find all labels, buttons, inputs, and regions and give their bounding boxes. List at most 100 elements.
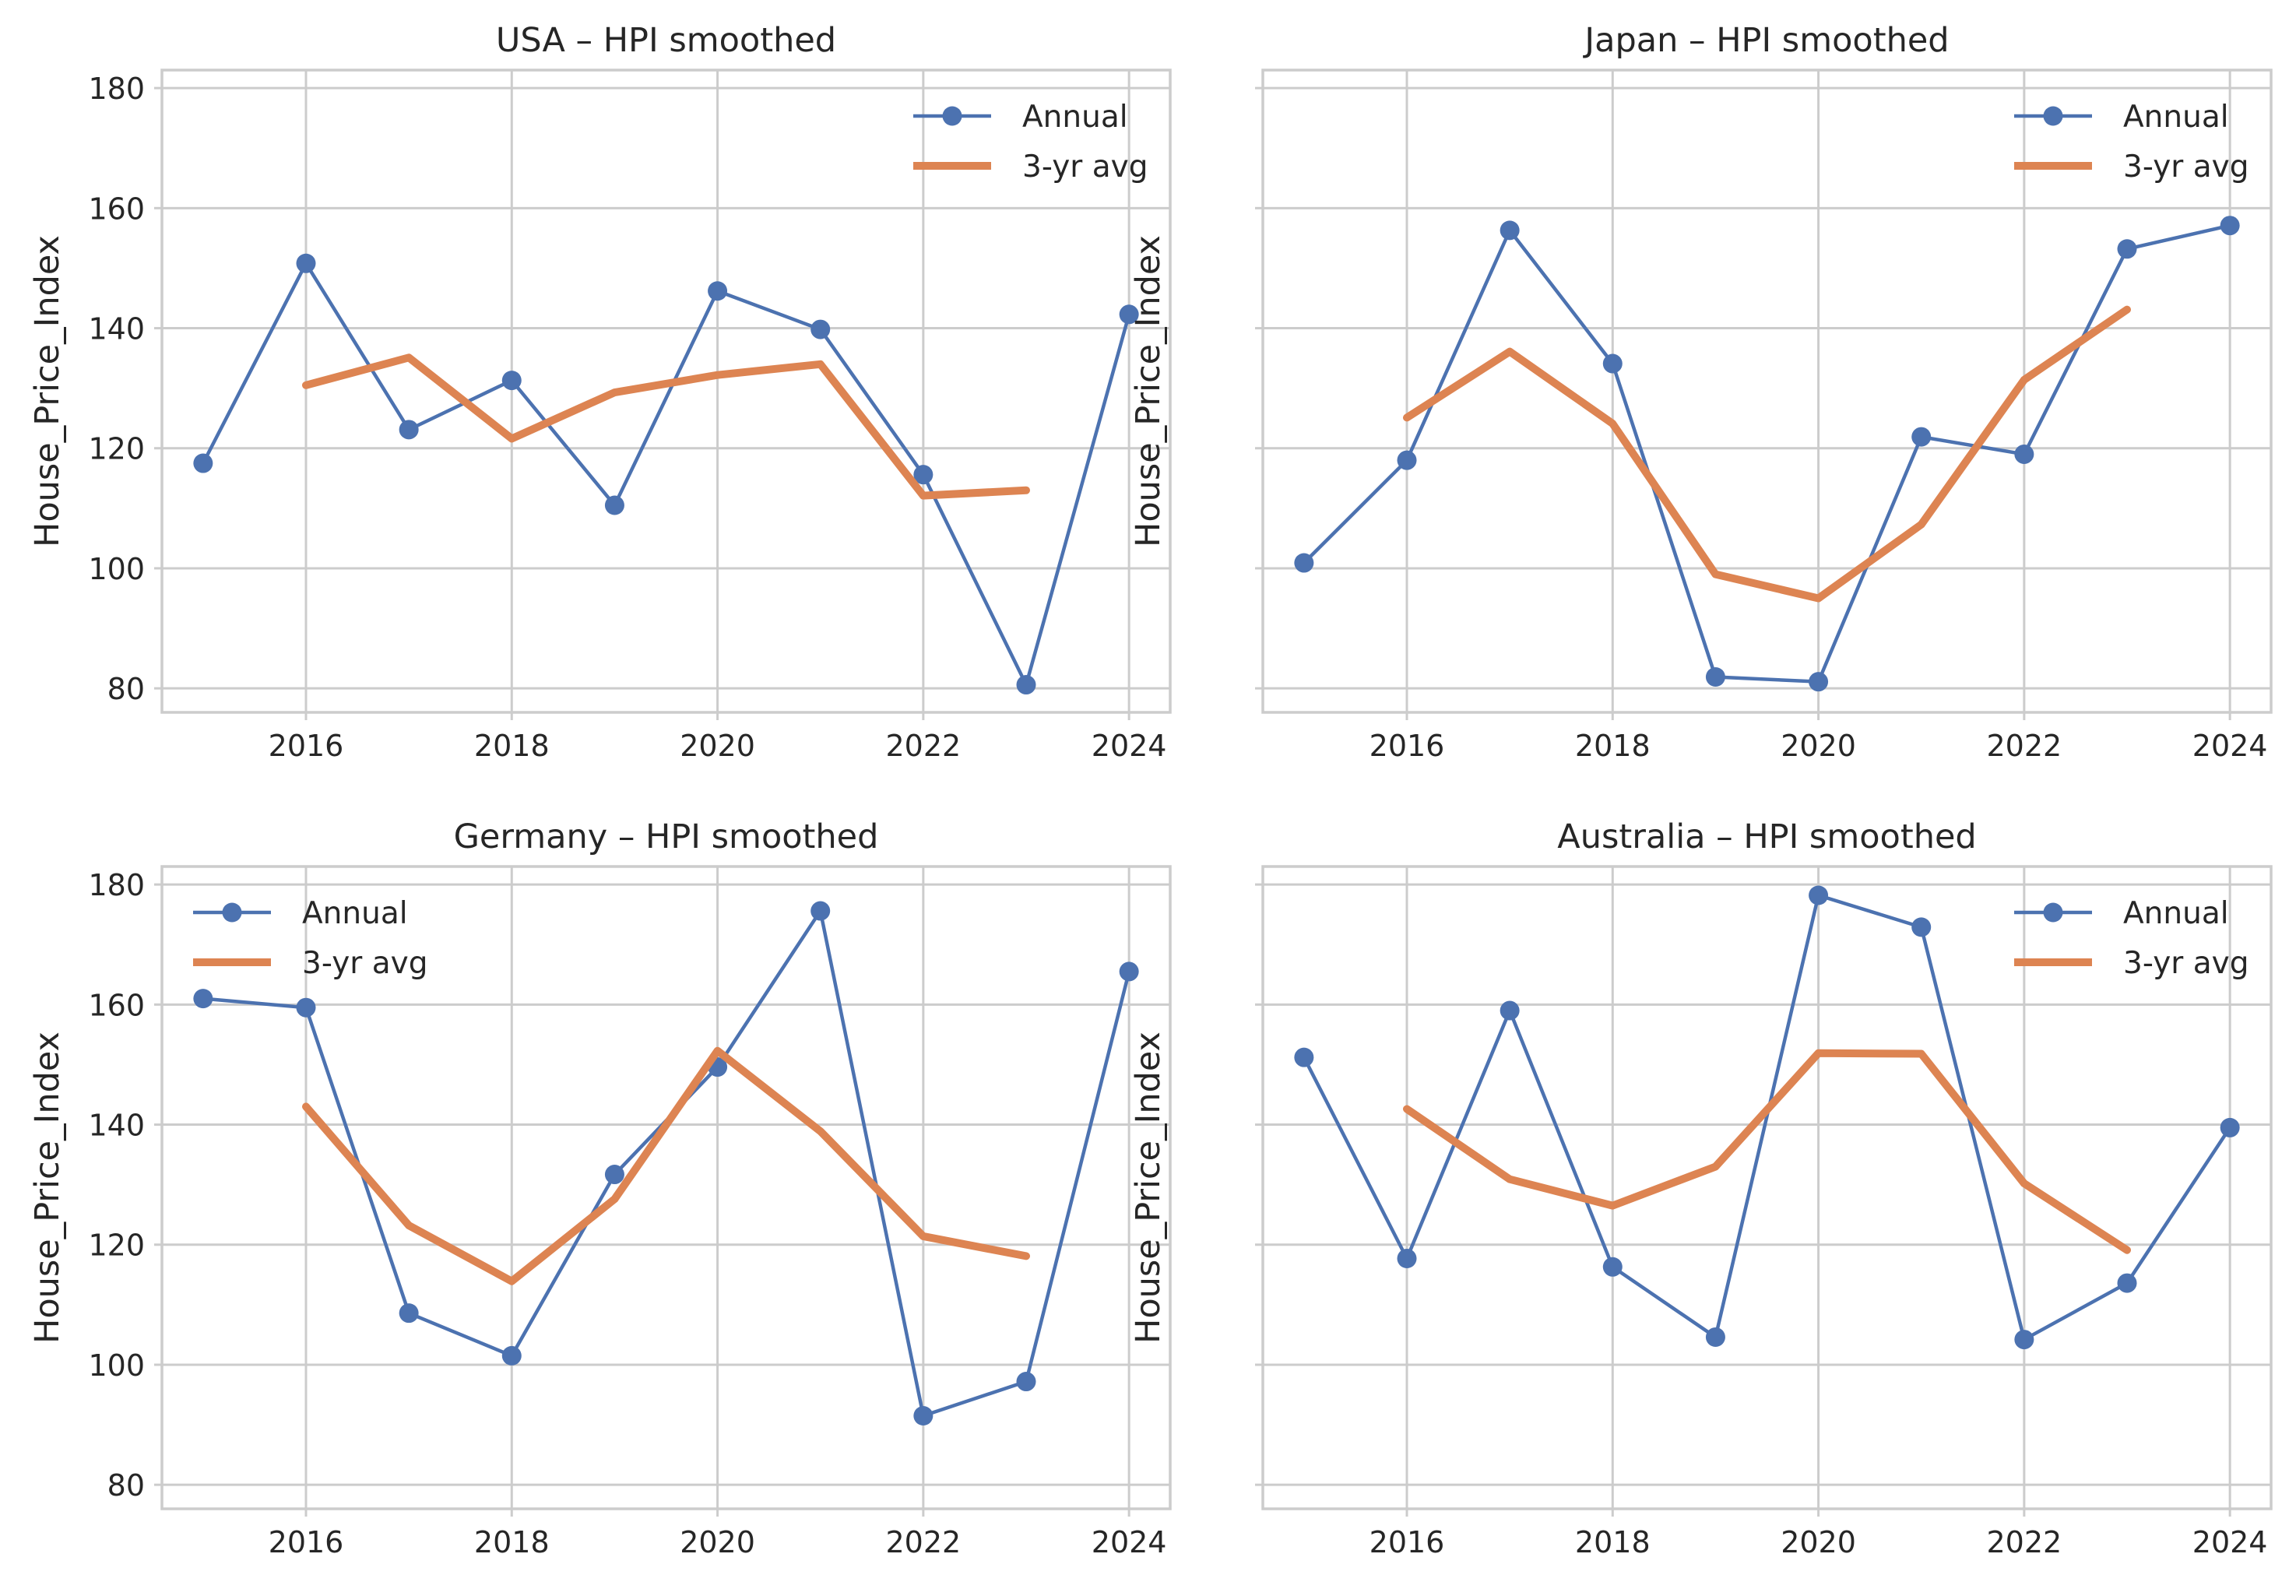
- x-tick-label: 2022: [885, 1525, 961, 1559]
- x-tick-label: 2022: [1986, 1525, 2062, 1559]
- x-tick-label: 2016: [1370, 729, 1445, 763]
- legend-annual-marker: [2043, 902, 2063, 923]
- annual-data-point: [1119, 961, 1139, 982]
- legend-label: Annual: [2123, 896, 2229, 931]
- y-tick-label: 160: [88, 192, 145, 226]
- legend-label: Annual: [302, 896, 408, 931]
- legend-annual-marker: [222, 902, 242, 923]
- legend-label: 3-yr avg: [2123, 149, 2249, 185]
- avg-series-line: [302, 353, 1030, 500]
- x-tick-label: 2016: [269, 1525, 344, 1559]
- y-axis-label: House_Price_Index: [1129, 1032, 1168, 1344]
- annual-data-point: [1397, 1248, 1417, 1268]
- legend-label: 3-yr avg: [2123, 946, 2249, 981]
- x-tick-label: 2016: [1370, 1525, 1445, 1559]
- x-tick-label: 2020: [680, 1525, 755, 1559]
- legend-annual-marker: [2043, 106, 2063, 126]
- y-axis-label: House_Price_Index: [28, 1032, 67, 1344]
- y-tick-label: 100: [88, 552, 145, 586]
- annual-series-line: [201, 262, 1131, 687]
- x-tick-label: 2022: [885, 729, 961, 763]
- annual-data-point: [1500, 1000, 1520, 1021]
- annual-series-line: [201, 909, 1131, 1418]
- legend: Annual 3-yr avg: [193, 896, 427, 981]
- annual-data-point: [1705, 1327, 1725, 1347]
- annual-data-point: [296, 253, 316, 273]
- chart-panel-1: 2016 2018 2020 2022 2024 80 100 120 140 160 180 USA…: [28, 21, 1172, 763]
- annual-data-point: [604, 495, 624, 515]
- x-tick-label: 2024: [2192, 1525, 2268, 1559]
- legend-label: Annual: [1022, 100, 1128, 135]
- annual-data-point: [1809, 672, 1829, 692]
- chart-title: USA – HPI smoothed: [496, 21, 836, 60]
- legend-label: Annual: [2123, 100, 2229, 135]
- legend: Annual 3-yr avg: [2014, 896, 2249, 981]
- chart-title: Germany – HPI smoothed: [454, 817, 879, 856]
- y-tick-label: 140: [88, 312, 145, 346]
- annual-data-point: [1119, 304, 1139, 325]
- plot-frame: [1261, 865, 2273, 1510]
- x-tick-label: 2022: [1986, 729, 2062, 763]
- x-tick-label: 2020: [680, 729, 755, 763]
- annual-data-point: [1602, 1257, 1623, 1277]
- legend: Annual 3-yr avg: [913, 100, 1148, 185]
- y-axis-label: House_Price_Index: [28, 235, 67, 547]
- annual-data-point: [708, 281, 728, 301]
- chart-panel-4: 2016 2018 2020 2022 2024 Australia – HPI smoo…: [1129, 817, 2273, 1559]
- annual-data-point: [501, 371, 522, 391]
- annual-data-point: [193, 453, 213, 473]
- chart-panel-3: 2016 2018 2020 2022 2024 80 100 120 140 160 180 Ger…: [28, 817, 1172, 1559]
- chart-panel-2: 2016 2018 2020 2022 2024 Japan – HPI smoothed…: [1129, 21, 2273, 763]
- y-tick-label: 180: [88, 72, 145, 106]
- annual-data-point: [1500, 220, 1520, 241]
- y-tick-label: 180: [88, 868, 145, 902]
- annual-data-point: [1016, 675, 1036, 695]
- annual-data-point: [913, 1405, 934, 1426]
- legend-label: 3-yr avg: [302, 946, 427, 981]
- annual-data-point: [810, 901, 831, 921]
- x-tick-label: 2016: [269, 729, 344, 763]
- y-tick-label: 140: [88, 1109, 145, 1143]
- annual-data-point: [2117, 1273, 2137, 1293]
- annual-data-point: [1705, 667, 1725, 687]
- avg-series-line: [302, 1046, 1030, 1285]
- y-tick-label: 120: [88, 1229, 145, 1263]
- annual-data-point: [1911, 917, 1932, 937]
- y-axis-label: House_Price_Index: [1129, 235, 1168, 547]
- x-tick-label: 2018: [474, 729, 550, 763]
- chart-title: Australia – HPI smoothed: [1557, 817, 1976, 856]
- annual-data-point: [1809, 885, 1829, 905]
- x-tick-label: 2020: [1781, 729, 1856, 763]
- annual-data-point: [2014, 1330, 2034, 1350]
- annual-data-point: [2014, 444, 2034, 464]
- y-tick-label: 160: [88, 988, 145, 1022]
- y-tick-label: 100: [88, 1348, 145, 1383]
- annual-data-point: [1397, 450, 1417, 470]
- x-tick-label: 2018: [1575, 729, 1651, 763]
- annual-data-point: [1294, 1047, 1314, 1067]
- x-tick-label: 2024: [1092, 729, 1167, 763]
- x-tick-label: 2018: [1575, 1525, 1651, 1559]
- annual-data-point: [913, 465, 934, 485]
- annual-data-point: [501, 1345, 522, 1366]
- x-tick-label: 2024: [1092, 1525, 1167, 1559]
- annual-data-point: [296, 997, 316, 1018]
- annual-data-point: [1294, 553, 1314, 573]
- plot-frame: [160, 69, 1172, 714]
- chart-title: Japan – HPI smoothed: [1582, 21, 1949, 60]
- y-tick-label: 120: [88, 432, 145, 466]
- y-tick-label: 80: [107, 672, 145, 706]
- annual-data-point: [399, 420, 419, 440]
- avg-series-line: [1403, 1049, 2131, 1254]
- plot-frame: [1261, 69, 2273, 714]
- annual-data-point: [2117, 239, 2137, 259]
- legend-label: 3-yr avg: [1022, 149, 1148, 185]
- annual-data-point: [2220, 1117, 2240, 1137]
- annual-data-point: [810, 319, 831, 339]
- x-tick-label: 2020: [1781, 1525, 1856, 1559]
- x-tick-label: 2024: [2192, 729, 2268, 763]
- annual-data-point: [1602, 353, 1623, 374]
- annual-data-point: [2220, 216, 2240, 236]
- annual-data-point: [1911, 427, 1932, 447]
